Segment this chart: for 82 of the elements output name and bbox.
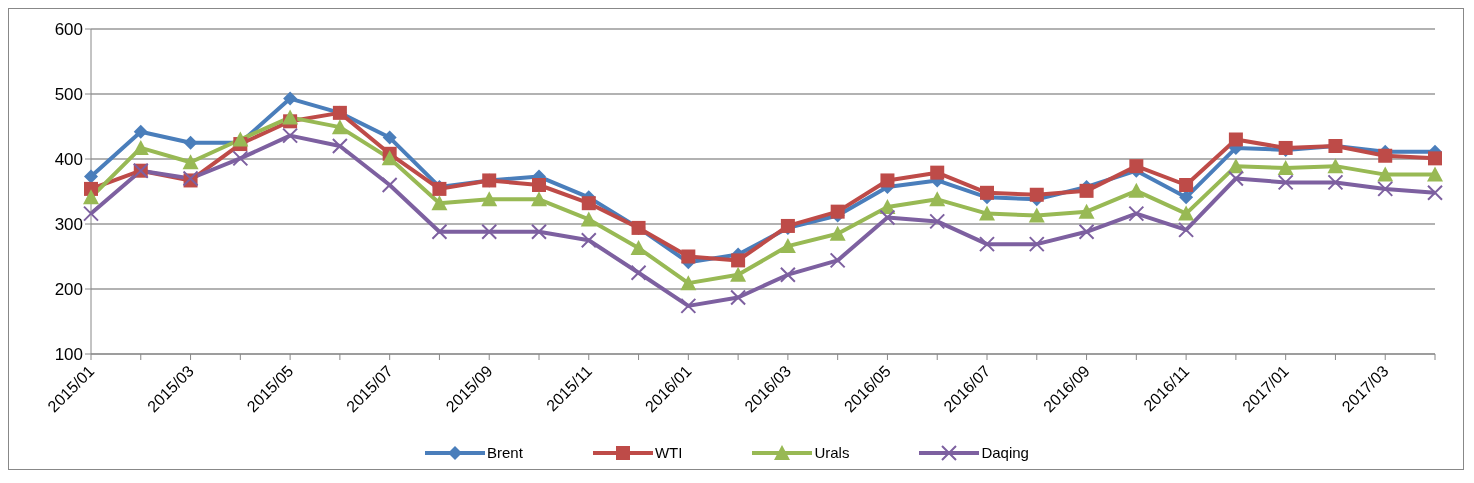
point [531, 223, 547, 240]
point [829, 225, 846, 241]
point [1227, 170, 1244, 187]
point [133, 124, 148, 139]
point [1028, 207, 1045, 223]
point [1179, 190, 1194, 205]
point [532, 178, 546, 192]
point [182, 154, 199, 170]
point [829, 252, 846, 269]
point [83, 189, 99, 205]
point [1227, 158, 1244, 174]
point [1028, 236, 1045, 253]
point [779, 238, 796, 254]
point [381, 150, 398, 166]
y-tick-label: 300 [54, 215, 83, 235]
point [132, 139, 149, 155]
legend-label: WTI [654, 444, 683, 461]
point [1029, 187, 1044, 202]
point [232, 131, 249, 147]
point [731, 253, 746, 268]
point [929, 191, 946, 207]
point [880, 173, 895, 188]
point [929, 213, 946, 230]
point [183, 135, 198, 150]
point [1378, 148, 1393, 163]
point [1128, 205, 1145, 222]
point [830, 204, 845, 219]
legend-label: Daqing [981, 444, 1029, 461]
point [1078, 203, 1095, 219]
y-tick-label: 100 [54, 345, 83, 365]
point [930, 165, 945, 180]
y-tick-label: 200 [54, 280, 83, 300]
point [531, 191, 547, 207]
legend-label: Urals [814, 444, 850, 461]
point [282, 127, 299, 144]
y-tick-label: 400 [54, 150, 83, 170]
point [382, 130, 397, 145]
point [1377, 166, 1394, 182]
point [879, 209, 896, 226]
point [1327, 158, 1344, 174]
point [1079, 183, 1094, 198]
y-tick-label: 500 [54, 85, 83, 105]
point [630, 240, 647, 256]
point [1277, 174, 1294, 191]
point [730, 266, 747, 282]
point [1128, 182, 1145, 198]
point [580, 211, 597, 227]
point [680, 297, 697, 314]
point [283, 91, 298, 106]
point [1178, 221, 1195, 238]
legend-label: Brent [487, 444, 523, 461]
point [1277, 160, 1294, 176]
point [282, 109, 299, 125]
point [980, 185, 994, 200]
point [1178, 205, 1195, 221]
point [481, 223, 498, 240]
point [1179, 178, 1194, 192]
point [730, 289, 747, 306]
point [84, 169, 98, 184]
point [232, 150, 249, 167]
y-tick-label: 600 [54, 20, 83, 40]
point [680, 275, 697, 291]
point [1078, 223, 1095, 240]
point [1327, 174, 1344, 191]
point [83, 205, 99, 222]
point [1377, 180, 1394, 197]
point [431, 223, 448, 240]
point [1228, 132, 1243, 147]
point [979, 205, 995, 221]
point [1427, 166, 1443, 182]
point [979, 236, 995, 253]
point [779, 266, 796, 283]
point [581, 196, 596, 211]
point [431, 195, 448, 211]
point [1428, 151, 1442, 166]
point [481, 191, 498, 207]
point [331, 119, 348, 135]
point [1427, 184, 1443, 201]
point [331, 138, 348, 154]
point [1129, 159, 1144, 174]
point [681, 249, 696, 264]
point [580, 232, 597, 249]
